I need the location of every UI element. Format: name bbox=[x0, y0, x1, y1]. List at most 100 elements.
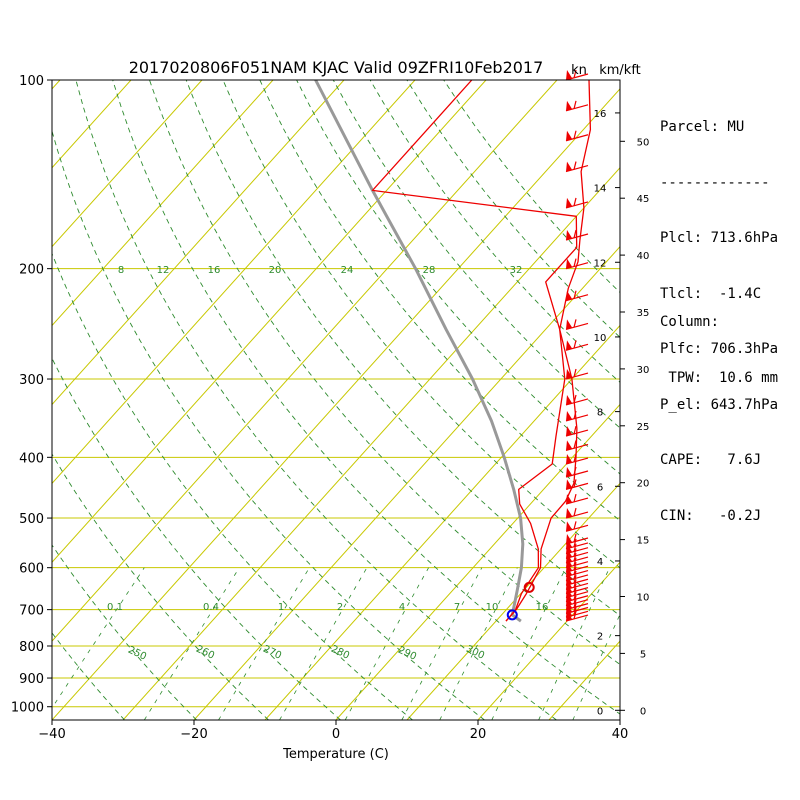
kft-tick-label: 50 bbox=[637, 137, 650, 148]
wind-barb-flag bbox=[566, 494, 572, 505]
wind-barb-feather bbox=[573, 197, 577, 207]
mixing-ratio-line bbox=[491, 567, 567, 720]
wind-barb bbox=[565, 319, 589, 330]
wind-barb-staff bbox=[565, 599, 589, 607]
wind-barb-staff bbox=[565, 542, 589, 550]
dry-adiabat-line bbox=[52, 252, 413, 720]
wind-barb-staff bbox=[565, 134, 589, 142]
dry-adiabat-line bbox=[259, 80, 620, 522]
kn-axis-label: kn bbox=[571, 63, 587, 78]
parcel-info-line: CAPE: 7.6J bbox=[660, 452, 762, 468]
wind-barb-staff bbox=[565, 429, 589, 437]
parcel-info-line: ------------- bbox=[660, 174, 770, 191]
wind-barb-staff bbox=[565, 547, 589, 555]
wind-barb bbox=[565, 368, 589, 380]
temperature-tick-label: 0 bbox=[332, 727, 340, 742]
kft-tick-label: 5 bbox=[640, 649, 646, 660]
isotherm-line bbox=[122, 167, 620, 720]
wind-barbs bbox=[565, 69, 589, 622]
wind-barb-feather bbox=[573, 533, 577, 543]
wind-barb-staff bbox=[565, 582, 589, 591]
wind-barb-staff bbox=[565, 322, 589, 330]
km-tick-label: 8 bbox=[597, 408, 603, 419]
isotherm-label: 20 bbox=[269, 265, 282, 276]
isotherm-line bbox=[52, 80, 61, 90]
dry-adiabat-line bbox=[149, 80, 620, 666]
wind-barb-feather bbox=[573, 552, 577, 562]
wind-barb-feather bbox=[573, 575, 577, 584]
wind-barb-flag bbox=[566, 100, 572, 111]
x-axis-label: Temperature (C) bbox=[282, 747, 389, 762]
wind-barb-feather bbox=[573, 562, 577, 571]
isotherm-label: 24 bbox=[341, 265, 354, 276]
wind-barb-staff bbox=[565, 511, 589, 519]
wind-barb-feather bbox=[573, 368, 577, 378]
wind-barb-feather bbox=[573, 493, 577, 503]
wind-barb-staff bbox=[565, 497, 589, 505]
isotherm-label: 32 bbox=[510, 265, 523, 276]
dry-adiabat-line bbox=[222, 80, 620, 569]
dry-adiabat-line bbox=[296, 80, 620, 475]
mixing-ratio-label: 0.4 bbox=[203, 602, 219, 613]
wind-barb-feather bbox=[573, 290, 577, 299]
isotherm-line bbox=[52, 80, 203, 248]
pressure-tick-label: 300 bbox=[19, 373, 44, 388]
pressure-tick-label: 700 bbox=[19, 604, 44, 619]
wind-barb bbox=[565, 466, 589, 478]
wind-barb-staff bbox=[565, 482, 589, 490]
wind-barb bbox=[565, 130, 589, 142]
wind-barb-staff bbox=[565, 201, 589, 209]
wind-barb-staff bbox=[565, 233, 589, 241]
wind-barb-staff bbox=[565, 343, 589, 351]
dry-adiabat-line bbox=[75, 80, 557, 720]
wind-barb-staff bbox=[565, 470, 589, 478]
wind-barb-feather bbox=[573, 100, 577, 109]
wind-barb-feather bbox=[573, 453, 577, 463]
wind-barb-staff bbox=[565, 591, 589, 599]
dry-adiabat-line bbox=[112, 80, 620, 715]
pressure-tick-label: 200 bbox=[19, 263, 44, 278]
dry-adiabat-line bbox=[369, 80, 620, 383]
isotherm-label: 28 bbox=[423, 265, 436, 276]
wind-barb bbox=[565, 197, 589, 209]
km-tick-label: 2 bbox=[597, 632, 603, 643]
mixing-ratio-line bbox=[52, 567, 145, 709]
wind-barb-feather bbox=[573, 161, 577, 170]
kft-tick-label: 20 bbox=[637, 479, 650, 490]
mixing-ratio-line bbox=[279, 567, 368, 720]
wind-barb-flag bbox=[566, 70, 572, 80]
wind-barb-feather bbox=[573, 258, 577, 267]
wind-barb-staff bbox=[565, 614, 589, 622]
kft-tick-label: 40 bbox=[637, 251, 650, 262]
wind-barb-flag bbox=[566, 508, 572, 519]
wind-barb-staff bbox=[565, 457, 589, 465]
wind-barb bbox=[565, 394, 589, 406]
kmkft-axis-label: km/kft bbox=[599, 63, 641, 78]
wind-barb bbox=[565, 507, 589, 519]
temperature-tick-label: 20 bbox=[470, 727, 487, 742]
wind-barb bbox=[565, 521, 589, 532]
wind-barb bbox=[565, 69, 589, 81]
dry-adiabat-line bbox=[185, 80, 620, 617]
wind-barb-flag bbox=[566, 161, 572, 172]
wind-barb bbox=[565, 479, 589, 490]
wind-barb bbox=[565, 453, 589, 465]
kft-tick-label: 10 bbox=[637, 593, 650, 604]
wind-barb-staff bbox=[565, 587, 589, 595]
wind-barb-flag bbox=[566, 369, 572, 380]
isotherm-label: 16 bbox=[208, 265, 221, 276]
mixing-ratio-label: 7 bbox=[454, 602, 460, 613]
wind-barb-flag bbox=[566, 410, 572, 421]
parcel-info-line: Plcl: 713.6hPa bbox=[660, 230, 779, 246]
kft-tick-label: 15 bbox=[637, 536, 650, 547]
parcel-info-line: Tlcl: -1.4C bbox=[660, 285, 762, 302]
isotherm-label: 12 bbox=[157, 265, 170, 276]
wind-barb-flag bbox=[566, 440, 572, 451]
pressure-tick-label: 600 bbox=[19, 562, 44, 577]
wind-barb-feather bbox=[573, 425, 577, 435]
wind-barb-flag bbox=[566, 130, 572, 141]
wind-barb-feather bbox=[573, 538, 577, 548]
